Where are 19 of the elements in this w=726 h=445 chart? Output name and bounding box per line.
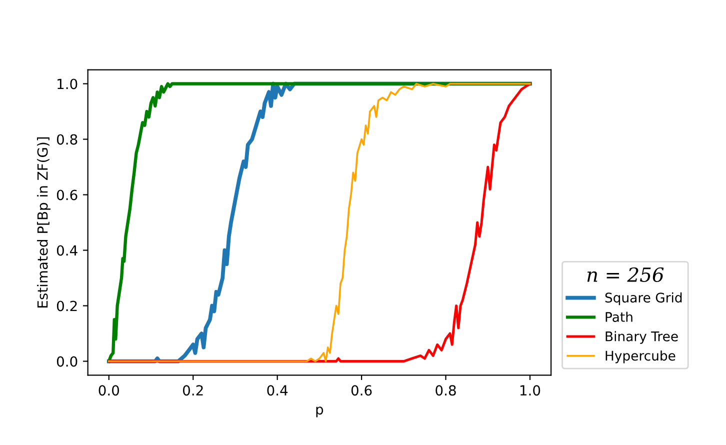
y-tick-label: 1.0 bbox=[58, 78, 78, 90]
x-tick-label: 0.2 bbox=[182, 385, 203, 396]
y-axis-title: Estimated P[Bp in ZF(G)] bbox=[37, 137, 50, 308]
x-tick-label: 0.6 bbox=[351, 385, 372, 396]
legend-label: Path bbox=[606, 312, 632, 322]
x-tick-label: 1.0 bbox=[520, 385, 540, 396]
y-tick-label: 0.8 bbox=[56, 134, 78, 145]
x-tick-label: 0.4 bbox=[267, 385, 288, 396]
x-tick-label: 0.8 bbox=[436, 385, 456, 396]
y-tick-label: 0.2 bbox=[56, 300, 77, 312]
legend-label: Binary Tree bbox=[606, 331, 678, 344]
legend-title: n = 256 bbox=[587, 267, 664, 282]
y-tick-label: 0.4 bbox=[56, 245, 78, 256]
x-axis-title: p bbox=[316, 406, 324, 418]
legend-label: Square Grid bbox=[605, 292, 682, 306]
legend-label: Hypercube bbox=[606, 350, 676, 364]
x-tick-label: 0.0 bbox=[98, 385, 120, 396]
y-tick-label: 0.6 bbox=[56, 190, 78, 200]
y-tick-label: 0.0 bbox=[56, 356, 78, 367]
